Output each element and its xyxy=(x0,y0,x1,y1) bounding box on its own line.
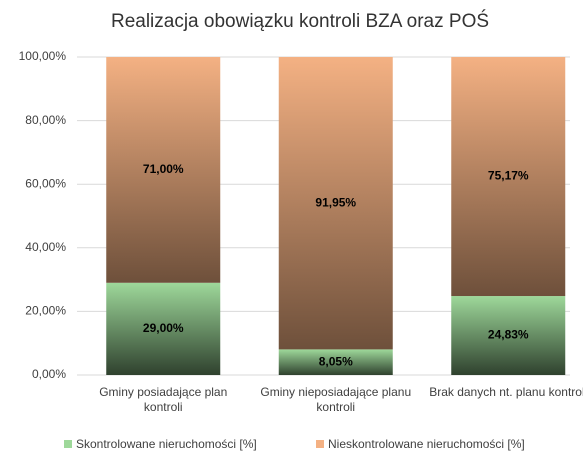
bar-segment xyxy=(451,296,566,375)
data-label: 75,17% xyxy=(488,169,529,183)
chart-title: Realizacja obowiązku kontroli BZA oraz P… xyxy=(111,10,489,32)
legend-label: Nieskontrolowane nieruchomości [%] xyxy=(328,437,525,451)
y-tick-label: 80,00% xyxy=(25,113,66,127)
y-tick-label: 100,00% xyxy=(19,49,67,63)
bar-segment xyxy=(106,282,221,375)
bar-segment xyxy=(278,57,393,350)
x-tick-label: Gminy posiadające plan kontroli xyxy=(99,385,228,414)
data-label: 29,00% xyxy=(143,321,184,335)
x-tick-label: Gminy nieposiadające planu kontroli xyxy=(260,385,412,414)
bar-segment xyxy=(451,57,566,297)
y-tick-label: 0,00% xyxy=(32,367,66,381)
data-label: 24,83% xyxy=(488,328,529,342)
data-label: 8,05% xyxy=(319,354,353,368)
y-tick-label: 20,00% xyxy=(25,304,66,318)
data-label: 91,95% xyxy=(315,195,356,209)
bar-segment xyxy=(278,349,393,375)
data-label: 71,00% xyxy=(143,162,184,176)
x-tick-label: Brak danych nt. planu kontroli xyxy=(429,385,583,399)
y-tick-label: 60,00% xyxy=(25,176,66,190)
bar-segment xyxy=(106,57,221,283)
y-tick-label: 40,00% xyxy=(25,240,66,254)
legend-swatch xyxy=(316,440,324,448)
legend-label: Skontrolowane nieruchomości [%] xyxy=(76,437,257,451)
legend-swatch xyxy=(64,440,72,448)
